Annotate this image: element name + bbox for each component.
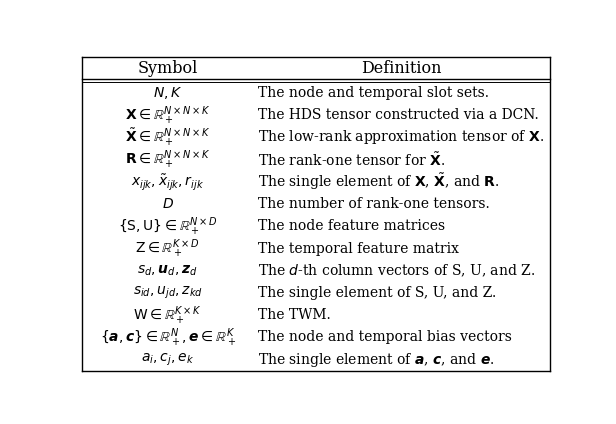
Text: The node and temporal slot sets.: The node and temporal slot sets. — [259, 86, 490, 100]
Text: Symbol: Symbol — [137, 60, 198, 77]
Text: $s_d, \boldsymbol{u}_d, \boldsymbol{z}_d$: $s_d, \boldsymbol{u}_d, \boldsymbol{z}_d… — [137, 264, 198, 278]
Text: $\tilde{\mathbf{X}} \in \mathbb{R}_+^{N \times N \times K}$: $\tilde{\mathbf{X}} \in \mathbb{R}_+^{N … — [124, 127, 211, 148]
Text: $x_{ijk}, \tilde{x}_{ijk}, r_{ijk}$: $x_{ijk}, \tilde{x}_{ijk}, r_{ijk}$ — [131, 172, 205, 192]
Text: The rank-one tensor for $\tilde{\mathbf{X}}$.: The rank-one tensor for $\tilde{\mathbf{… — [259, 151, 445, 168]
Text: The single element of $\boldsymbol{a}$, $\boldsymbol{c}$, and $\boldsymbol{e}$.: The single element of $\boldsymbol{a}$, … — [259, 351, 495, 369]
Text: The node and temporal bias vectors: The node and temporal bias vectors — [259, 330, 513, 344]
Text: The single element of S, U, and Z.: The single element of S, U, and Z. — [259, 286, 496, 300]
Text: $s_{id}, u_{jd}, z_{kd}$: $s_{id}, u_{jd}, z_{kd}$ — [132, 285, 203, 301]
Text: $\mathbf{X} \in \mathbb{R}_+^{N \times N \times K}$: $\mathbf{X} \in \mathbb{R}_+^{N \times N… — [124, 104, 211, 127]
Text: $N, K$: $N, K$ — [153, 85, 182, 101]
Text: The TWM.: The TWM. — [259, 308, 331, 322]
Text: $\mathrm{Z} \in \mathbb{R}_+^{K \times D}$: $\mathrm{Z} \in \mathbb{R}_+^{K \times D… — [136, 237, 200, 260]
Text: $\mathrm{W} \in \mathbb{R}_+^{K \times K}$: $\mathrm{W} \in \mathbb{R}_+^{K \times K… — [133, 304, 202, 326]
Text: $D$: $D$ — [161, 197, 174, 211]
Text: The HDS tensor constructed via a DCN.: The HDS tensor constructed via a DCN. — [259, 108, 539, 122]
Text: Definition: Definition — [362, 60, 442, 77]
Text: $\mathbf{R} \in \mathbb{R}_+^{N \times N \times K}$: $\mathbf{R} \in \mathbb{R}_+^{N \times N… — [125, 148, 211, 171]
Text: $\{\mathrm{S, U}\} \in \mathbb{R}_+^{N \times D}$: $\{\mathrm{S, U}\} \in \mathbb{R}_+^{N \… — [118, 215, 217, 238]
Text: $\{\boldsymbol{a}, \boldsymbol{c}\} \in \mathbb{R}_+^{N}, \boldsymbol{e} \in \ma: $\{\boldsymbol{a}, \boldsymbol{c}\} \in … — [100, 326, 236, 349]
Text: The number of rank-one tensors.: The number of rank-one tensors. — [259, 197, 490, 211]
Text: The temporal feature matrix: The temporal feature matrix — [259, 242, 460, 256]
Text: The low-rank approximation tensor of $\mathbf{X}$.: The low-rank approximation tensor of $\m… — [259, 128, 545, 147]
Text: $a_i, c_j, e_k$: $a_i, c_j, e_k$ — [141, 351, 194, 368]
Text: The $d$-th column vectors of S, U, and Z.: The $d$-th column vectors of S, U, and Z… — [259, 262, 535, 279]
Text: The node feature matrices: The node feature matrices — [259, 219, 445, 233]
Text: The single element of $\mathbf{X}$, $\tilde{\mathbf{X}}$, and $\mathbf{R}$.: The single element of $\mathbf{X}$, $\ti… — [259, 172, 500, 192]
